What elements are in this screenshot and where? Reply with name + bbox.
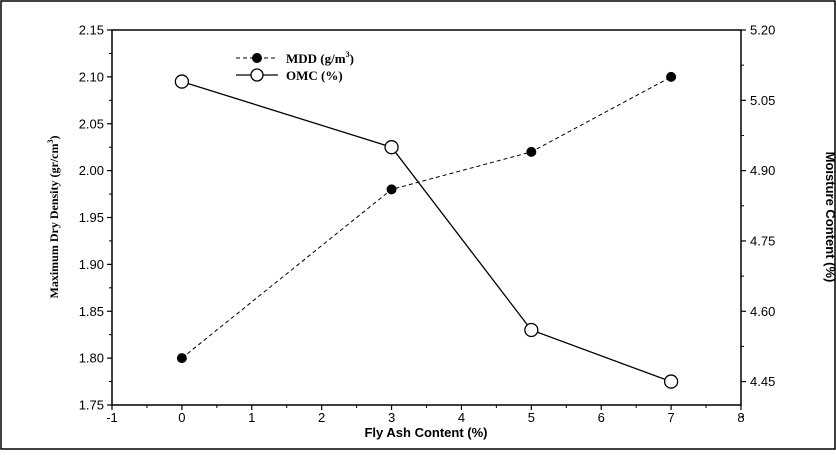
y-right-tick-label: 4.90 — [750, 163, 775, 178]
legend-mdd-label-main: MDD (g/m — [286, 51, 346, 66]
mdd-data-point — [176, 353, 187, 364]
legend-omc-marker — [250, 68, 264, 82]
y-right-axis-title: Moisture Content (%) — [823, 152, 836, 283]
y-left-axis-title-sup: 3 — [46, 140, 55, 144]
x-tick-label: 4 — [458, 410, 465, 425]
y-left-tick-label: 1.80 — [79, 351, 104, 366]
y-left-tick-label: 2.15 — [79, 23, 104, 38]
y-left-tick-label: 1.75 — [79, 398, 104, 413]
mdd-data-point — [666, 71, 677, 82]
x-axis-ticks: -1 0 1 2 3 4 5 6 7 8 — [106, 405, 745, 425]
mdd-data-point — [526, 146, 537, 157]
mdd-data-point — [386, 184, 397, 195]
y-left-tick-label: 2.00 — [79, 163, 104, 178]
y-left-tick-label: 1.90 — [79, 257, 104, 272]
legend-omc-label: OMC (%) — [286, 68, 343, 83]
legend-mdd-label-end: ) — [350, 51, 354, 66]
y-left-tick-label: 2.10 — [79, 69, 104, 84]
legend-mdd-marker — [252, 53, 262, 63]
omc-data-point — [524, 322, 539, 338]
y-left-tick-label: 1.95 — [79, 210, 104, 225]
y-right-tick-label: 5.20 — [750, 23, 775, 38]
y-left-axis-title: Maximum Dry Density (gr/cm3) — [46, 136, 61, 299]
x-tick-label: 2 — [318, 410, 325, 425]
x-tick-label: 6 — [598, 410, 605, 425]
y-left-axis-ticks: 1.75 1.80 1.85 1.90 1.95 2.00 2.05 2.10 2.15 — [79, 23, 112, 413]
y-left-axis-title-end: ) — [47, 136, 61, 140]
omc-data-point — [174, 74, 190, 89]
omc-data-point — [384, 140, 399, 155]
x-tick-label: 1 — [248, 410, 255, 425]
y-right-tick-label: 4.60 — [750, 304, 775, 319]
x-tick-label: 8 — [737, 410, 744, 425]
mdd-series-line — [181, 76, 672, 359]
legend-mdd-label-sup: 3 — [346, 50, 350, 59]
x-axis-title: Fly Ash Content (%) — [364, 425, 487, 440]
x-tick-label: 7 — [667, 410, 674, 425]
x-tick-label: 5 — [528, 410, 535, 425]
y-left-tick-label: 2.05 — [79, 116, 104, 131]
legend-mdd-label: MDD (g/m3) — [286, 50, 354, 66]
x-tick-label: 3 — [388, 410, 395, 425]
y-right-tick-label: 5.05 — [750, 93, 775, 108]
x-tick-label: 0 — [178, 410, 185, 425]
x-tick-label: -1 — [106, 410, 118, 425]
omc-data-point — [663, 374, 679, 389]
plot-area — [111, 29, 742, 406]
y-right-axis-ticks: 4.45 4.60 4.75 4.90 5.05 5.20 — [741, 23, 775, 418]
y-right-tick-label: 4.45 — [750, 374, 775, 389]
legend: MDD (g/m3) OMC (%) — [232, 46, 382, 84]
series-layer — [174, 71, 679, 389]
y-left-axis-title-main: Maximum Dry Density (gr/cm — [47, 144, 61, 299]
omc-series-line — [181, 80, 672, 383]
y-left-tick-label: 1.85 — [79, 304, 104, 319]
y-right-tick-label: 4.75 — [750, 233, 775, 248]
